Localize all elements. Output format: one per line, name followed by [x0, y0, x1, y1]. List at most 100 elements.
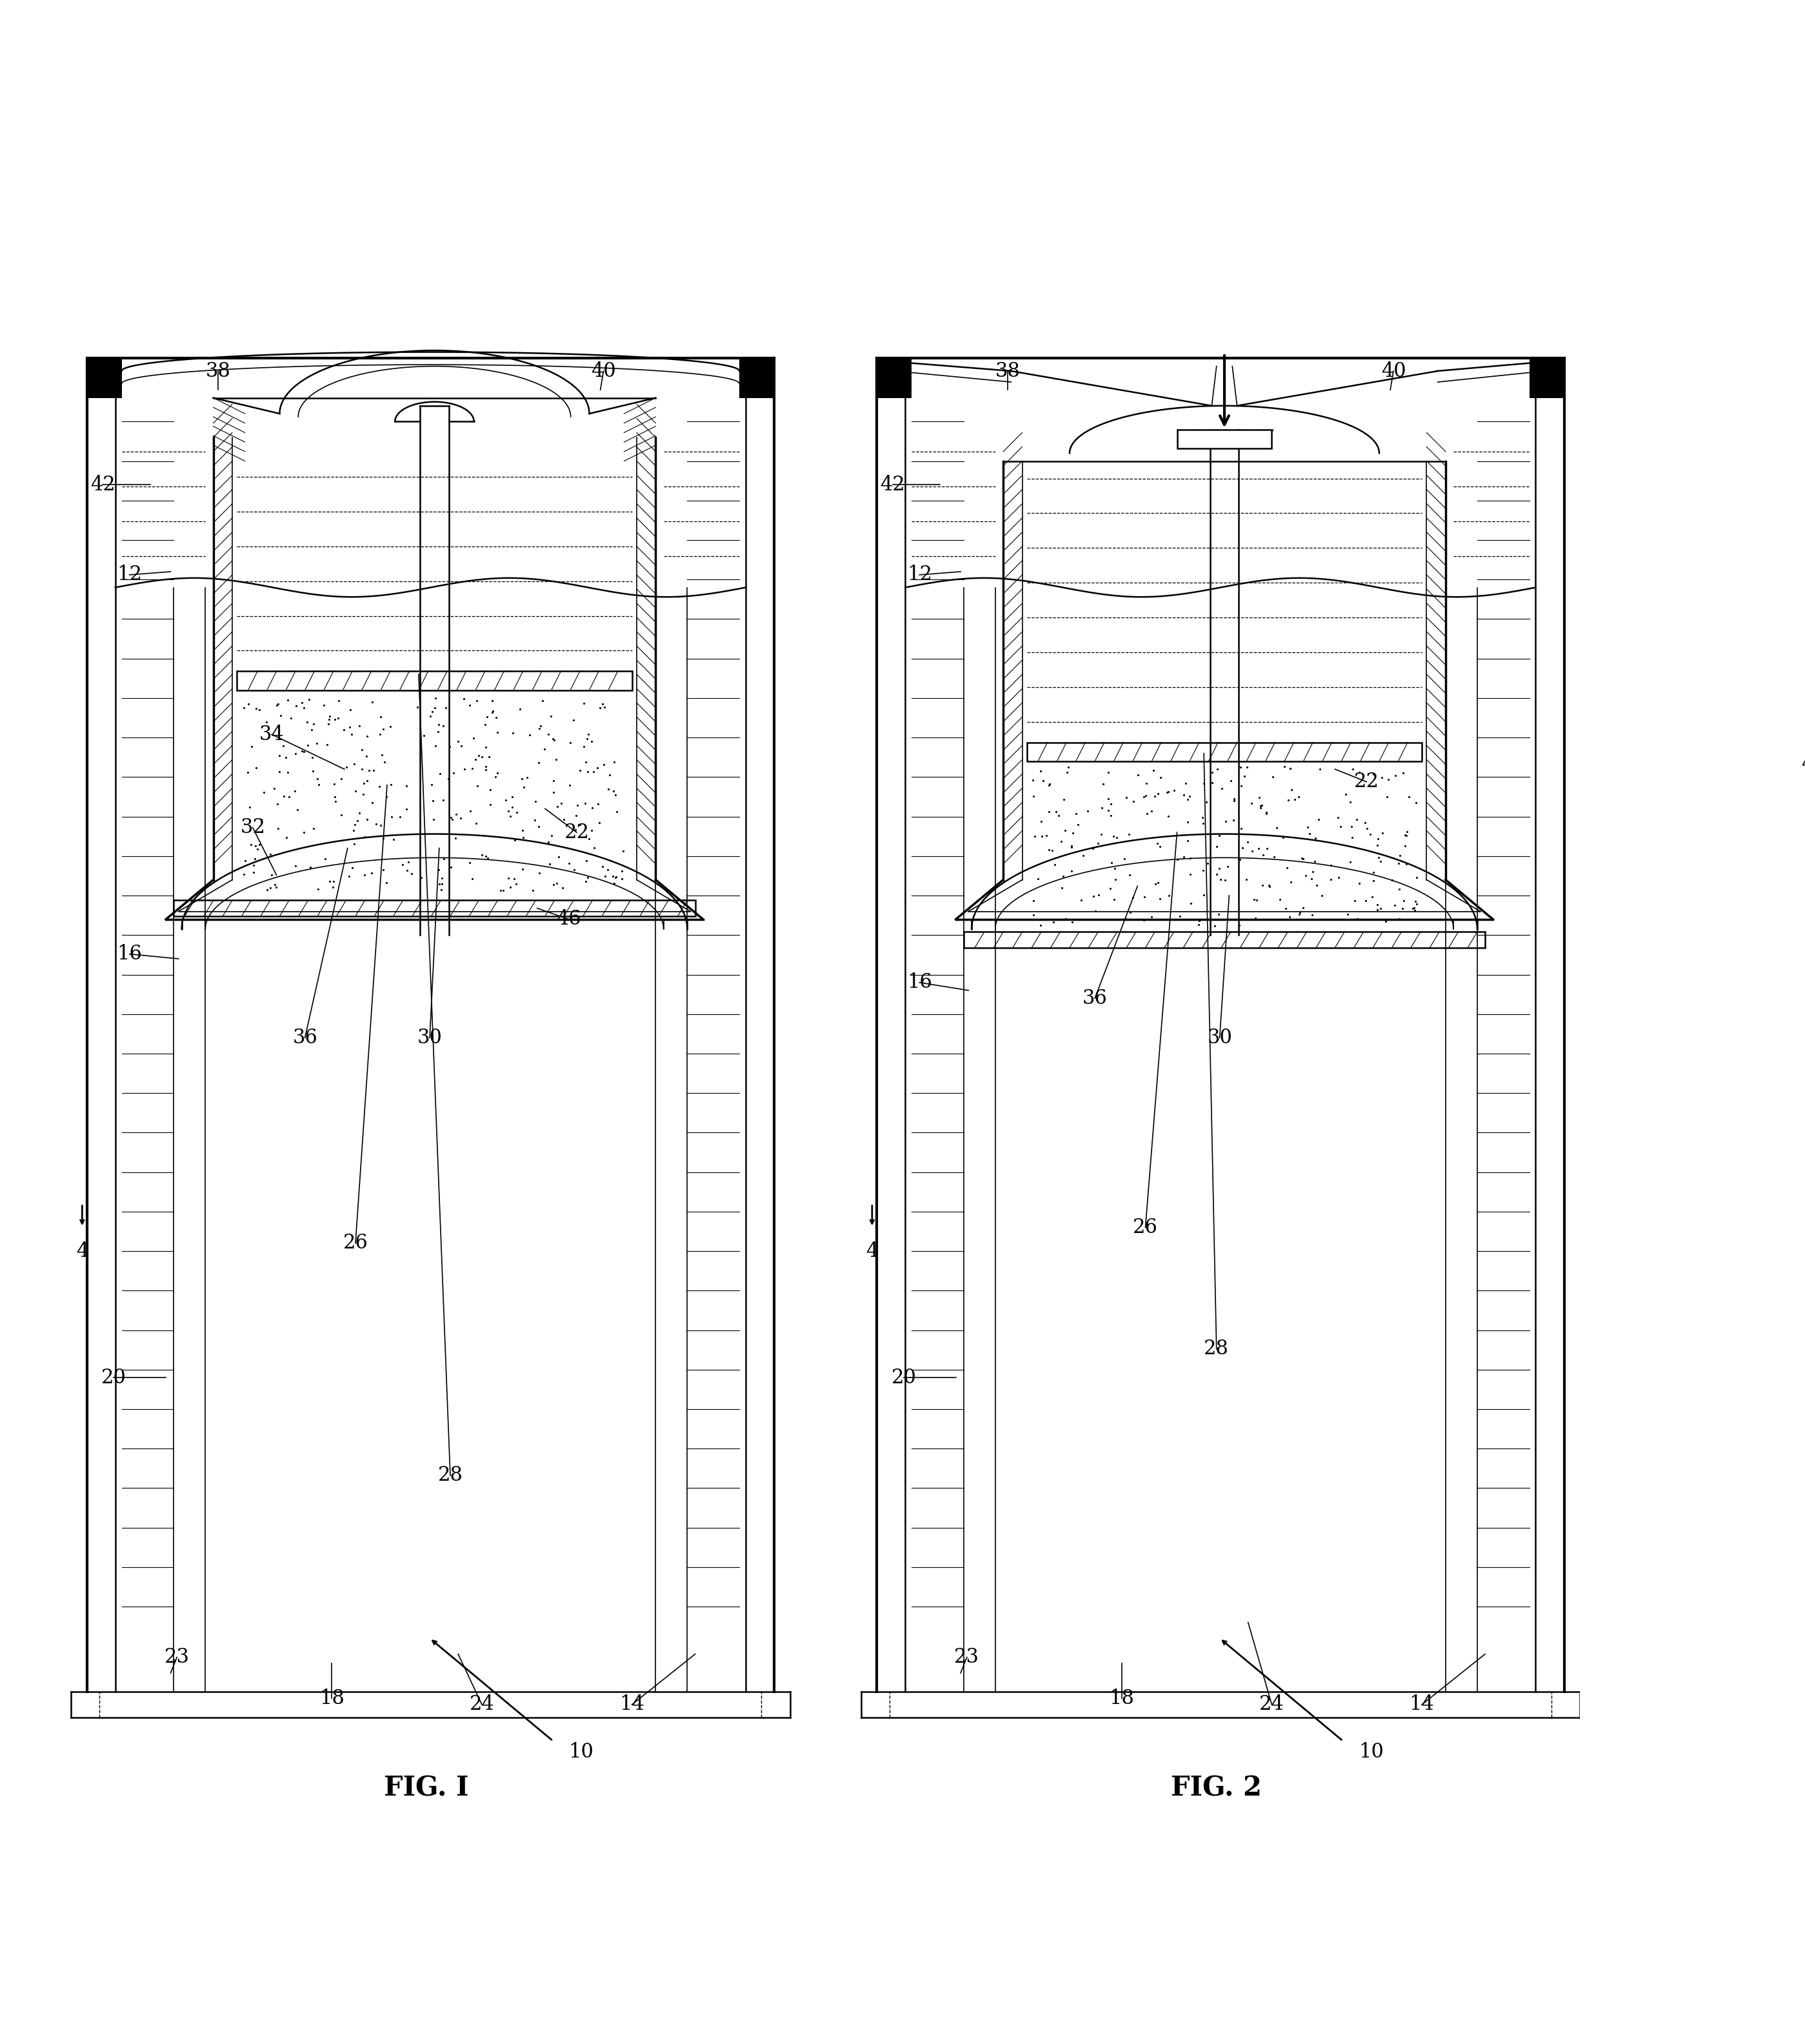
Point: [336, 693, 365, 726]
Point: [370, 746, 399, 779]
Point: [282, 850, 310, 883]
Point: [327, 799, 356, 832]
Point: [594, 773, 623, 805]
Point: [1079, 832, 1108, 865]
Text: 42: 42: [90, 474, 116, 495]
Point: [392, 769, 421, 801]
Point: [597, 861, 626, 893]
Point: [287, 687, 316, 719]
Point: [424, 709, 453, 742]
Point: [1368, 818, 1397, 850]
Point: [1094, 783, 1123, 816]
Point: [489, 873, 518, 905]
Point: [467, 740, 496, 773]
Point: [1392, 816, 1421, 848]
Point: [366, 701, 395, 734]
Point: [1141, 867, 1170, 899]
Point: [1171, 766, 1200, 799]
Text: 18: 18: [1108, 1688, 1134, 1709]
Point: [1170, 840, 1199, 873]
Point: [1067, 883, 1096, 916]
Point: [1392, 848, 1421, 881]
Point: [1372, 905, 1401, 938]
Point: [417, 695, 446, 728]
Point: [482, 756, 511, 789]
Point: [1088, 769, 1117, 801]
Point: [1366, 844, 1395, 877]
Point: [1274, 783, 1303, 816]
Point: [1399, 891, 1428, 924]
Point: [437, 801, 466, 834]
Point: [561, 799, 590, 832]
Bar: [1177, 429, 1273, 448]
Point: [1316, 848, 1345, 881]
Point: [1388, 891, 1417, 924]
Point: [417, 769, 446, 801]
Point: [513, 762, 542, 795]
Point: [271, 740, 300, 773]
Point: [1130, 903, 1159, 936]
Point: [357, 685, 386, 717]
Point: [460, 744, 489, 777]
Point: [1173, 824, 1202, 856]
Point: [1079, 879, 1108, 912]
Point: [493, 863, 522, 895]
Point: [229, 807, 258, 840]
Point: [467, 838, 496, 871]
Point: [477, 773, 505, 805]
Point: [428, 873, 457, 905]
Point: [265, 740, 294, 773]
Point: [1401, 885, 1430, 918]
Point: [1058, 816, 1087, 848]
Point: [574, 861, 603, 893]
Point: [1366, 891, 1395, 924]
Point: [1096, 799, 1125, 832]
Point: [1034, 795, 1063, 828]
Point: [368, 822, 397, 854]
Point: [431, 691, 460, 724]
Text: 32: 32: [240, 818, 265, 838]
Point: [1141, 779, 1170, 811]
Point: [348, 779, 377, 811]
Point: [1345, 756, 1374, 789]
Point: [578, 726, 606, 758]
Point: [502, 795, 531, 828]
Point: [283, 793, 312, 826]
Point: [1193, 785, 1222, 818]
Point: [1027, 910, 1056, 942]
Point: [1316, 863, 1345, 895]
Point: [1356, 818, 1384, 850]
Point: [233, 687, 262, 719]
Point: [1384, 840, 1413, 873]
Point: [1244, 832, 1273, 865]
Point: [1081, 895, 1110, 928]
Point: [495, 795, 523, 828]
Point: [1146, 760, 1175, 793]
Point: [321, 785, 350, 818]
Point: [1374, 781, 1402, 814]
Point: [531, 732, 560, 764]
Point: [350, 858, 379, 891]
Point: [336, 711, 365, 744]
Text: 20: 20: [101, 1367, 126, 1388]
Point: [574, 717, 603, 750]
Point: [388, 848, 417, 881]
Point: [303, 873, 332, 905]
Point: [1388, 756, 1417, 789]
Point: [1211, 805, 1240, 838]
Point: [267, 699, 296, 732]
Point: [498, 781, 527, 814]
Point: [1072, 795, 1101, 828]
Point: [455, 846, 484, 879]
Point: [428, 785, 457, 818]
Point: [601, 861, 630, 893]
Point: [236, 730, 265, 762]
Point: [471, 840, 500, 873]
Point: [1143, 867, 1171, 899]
Point: [1227, 811, 1256, 844]
Point: [525, 809, 554, 842]
Text: 16: 16: [117, 944, 143, 965]
Point: [446, 801, 475, 834]
Text: 18: 18: [319, 1688, 345, 1709]
Point: [280, 775, 309, 807]
